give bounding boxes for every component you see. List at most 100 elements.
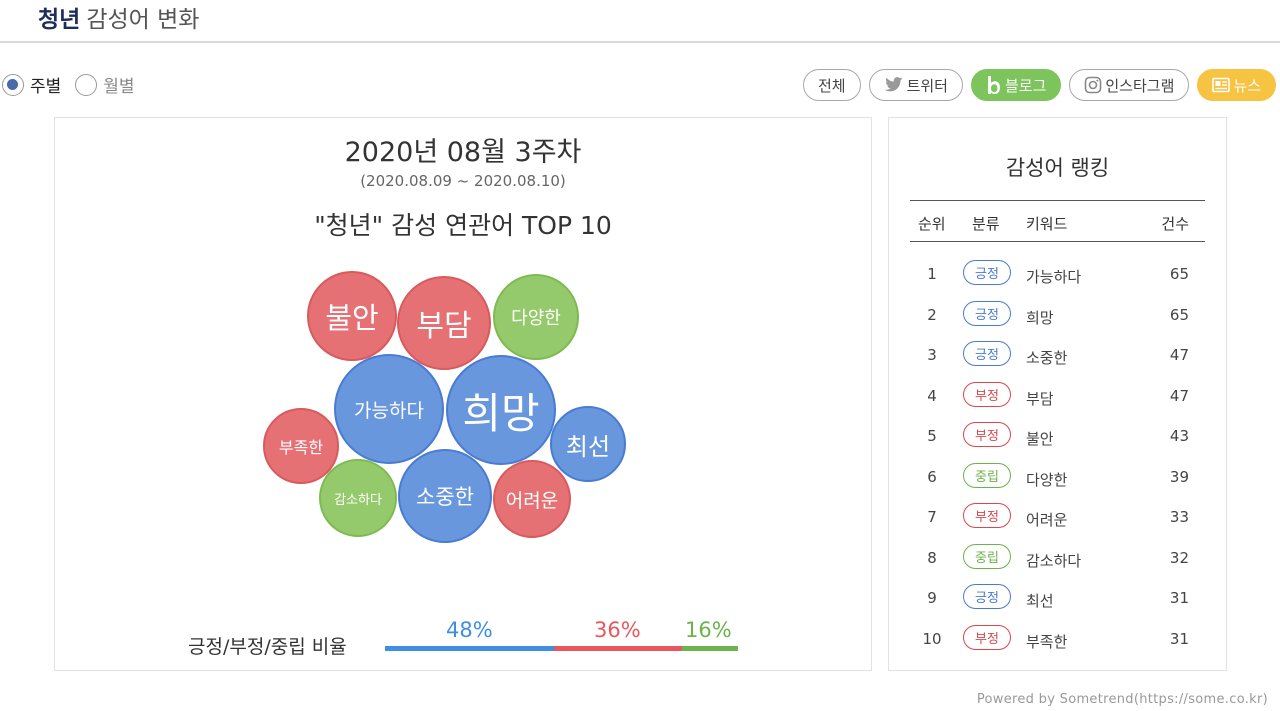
filter-instagram-button[interactable]: 인스타그램 [1069, 69, 1190, 101]
bubble-희망[interactable]: 희망 [446, 355, 556, 465]
bubble-소중한[interactable]: 소중한 [398, 449, 492, 543]
category-badge: 중립 [963, 462, 1011, 488]
rank-keyword: 어려운 [1026, 511, 1068, 529]
rank-number: 2 [927, 305, 937, 324]
filter-twitter-button[interactable]: 트위터 [868, 69, 963, 101]
chart-week: 2020년 08월 3주차 [344, 137, 582, 168]
filter-blog-button[interactable]: 블로그 [970, 69, 1062, 101]
ranking-title: 감성어 랭킹 [1005, 156, 1110, 180]
rank-keyword: 부담 [1026, 389, 1054, 408]
rank-keyword: 가능하다 [1026, 268, 1082, 286]
category-badge: 부정 [963, 624, 1011, 650]
filter-label: 블로그 [1004, 76, 1047, 95]
blog-icon [986, 75, 1002, 95]
rank-count: 33 [1169, 508, 1189, 526]
rank-count: 39 [1169, 467, 1189, 486]
rank-number: 5 [927, 427, 937, 445]
radio-monthly[interactable]: 월별 [75, 72, 135, 97]
ratio-label: 긍정/부정/중립 비율 [188, 636, 347, 658]
rank-keyword: 최선 [1026, 592, 1054, 610]
rank-count: 43 [1169, 427, 1189, 445]
rank-number: 3 [927, 346, 937, 364]
period-selector: 주별 월별 [2, 72, 149, 97]
rank-count: 47 [1169, 386, 1189, 405]
twitter-icon [884, 77, 904, 93]
ranking-header: 순위 분류 키워드 건수 [910, 200, 1205, 242]
category-badge: 부정 [963, 503, 1011, 528]
ranking-row[interactable]: 6 중립 다양한 39 [910, 458, 1205, 498]
instagram-icon [1084, 76, 1102, 94]
ratio-segment-중립 [681, 646, 738, 651]
header-rank: 순위 [918, 215, 946, 233]
rank-count: 65 [1169, 265, 1189, 283]
category-badge: 긍정 [963, 341, 1011, 366]
filter-label: 인스타그램 [1105, 76, 1175, 95]
rank-number: 1 [927, 265, 937, 283]
ranking-row[interactable]: 10 부정 부족한 31 [910, 620, 1205, 660]
bubble-감소하다[interactable]: 감소하다 [319, 459, 397, 537]
rank-keyword: 희망 [1026, 308, 1054, 327]
category-badge: 긍정 [963, 300, 1011, 326]
category-badge: 긍정 [963, 260, 1011, 285]
bubble-부족한[interactable]: 부족한 [263, 408, 339, 484]
page-header: 청년 감성어 변화 [0, 0, 1280, 43]
chart-title: "청년" 감성 연관어 TOP 10 [314, 211, 612, 240]
rank-count: 31 [1169, 589, 1189, 607]
filter-all-button[interactable]: 전체 [802, 69, 861, 101]
filter-news-button[interactable]: 뉴스 [1197, 69, 1276, 101]
chart-date-range: (2020.08.09 ~ 2020.08.10) [360, 172, 566, 190]
ranking-row[interactable]: 5 부정 불안 43 [910, 417, 1205, 457]
ranking-row[interactable]: 2 긍정 희망 65 [910, 296, 1205, 336]
rank-number: 7 [927, 508, 937, 526]
bubble-어려운[interactable]: 어려운 [493, 460, 571, 538]
ratio-segment-긍정 [385, 646, 555, 651]
ranking-row[interactable]: 1 긍정 가능하다 65 [910, 255, 1205, 295]
ratio-negative-label: 36% [594, 618, 641, 642]
title-text: 감성어 변화 [86, 7, 200, 33]
ratio-segment-부정 [554, 646, 682, 651]
radio-dot-icon [75, 73, 98, 96]
ratio-neutral-label: 16% [685, 618, 732, 642]
bubble-불안[interactable]: 불안 [307, 271, 397, 361]
ratio-bar [385, 646, 738, 651]
ranking-row[interactable]: 4 부정 부담 47 [910, 377, 1205, 417]
bubble-가능하다[interactable]: 가능하다 [334, 354, 444, 464]
category-badge: 부정 [963, 422, 1011, 447]
category-badge: 중립 [963, 543, 1011, 569]
ranking-row[interactable]: 3 긍정 소중한 47 [910, 336, 1205, 376]
radio-weekly[interactable]: 주별 [2, 72, 61, 97]
ranking-row[interactable]: 8 중립 감소하다 32 [910, 539, 1205, 579]
ranking-panel: 감성어 랭킹 순위 분류 키워드 건수 1 긍정 가능하다 65 2 긍정 희망 65 3 긍정 소… [888, 117, 1227, 671]
ranking-row[interactable]: 7 부정 어려운 33 [910, 498, 1205, 538]
rank-count: 32 [1169, 548, 1189, 567]
rank-number: 6 [927, 467, 937, 486]
rank-number: 9 [927, 589, 937, 607]
rank-number: 8 [927, 548, 937, 567]
sentiment-chart-panel: 2020년 08월 3주차 (2020.08.09 ~ 2020.08.10) … [54, 117, 872, 671]
filter-label: 전체 [817, 76, 846, 95]
title-keyword: 청년 [38, 7, 81, 33]
channel-filters: 전체 트위터 블로그 인스타그램 뉴스 [795, 69, 1276, 101]
header-count: 건수 [1161, 215, 1189, 233]
rank-count: 31 [1169, 629, 1189, 648]
radio-dot-icon [2, 73, 24, 96]
rank-keyword: 다양한 [1026, 470, 1068, 489]
radio-label: 월별 [103, 77, 135, 97]
rank-keyword: 부족한 [1026, 632, 1068, 651]
footer-credit: Powered by Sometrend(https://some.co.kr) [976, 692, 1268, 707]
ranking-row[interactable]: 9 긍정 최선 31 [910, 579, 1205, 619]
rank-number: 10 [922, 629, 942, 648]
rank-keyword: 불안 [1026, 430, 1054, 448]
bubble-다양한[interactable]: 다양한 [493, 274, 579, 360]
category-badge: 부정 [963, 381, 1011, 407]
filter-label: 뉴스 [1233, 76, 1261, 95]
ratio-positive-label: 48% [446, 618, 493, 642]
category-badge: 긍정 [963, 584, 1011, 609]
rank-number: 4 [927, 386, 937, 405]
bubble-부담[interactable]: 부담 [397, 276, 491, 370]
rank-keyword: 소중한 [1026, 349, 1068, 367]
rank-keyword: 감소하다 [1026, 551, 1082, 570]
bubble-최선[interactable]: 최선 [550, 406, 626, 482]
rank-count: 47 [1169, 346, 1189, 364]
header-category: 분류 [972, 215, 1000, 233]
